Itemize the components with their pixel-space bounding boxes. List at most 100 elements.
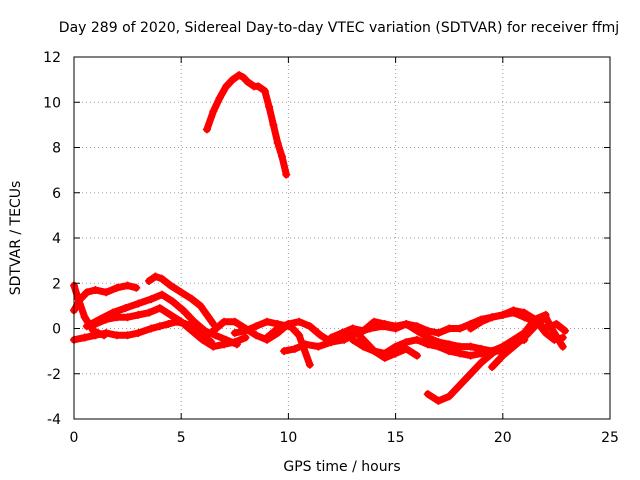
data-point-marker: [200, 326, 209, 335]
data-point-marker: [541, 329, 550, 338]
data-point-marker: [145, 308, 154, 317]
data-point-marker: [509, 342, 518, 351]
data-point-marker: [413, 322, 422, 331]
data-point-marker: [277, 152, 286, 161]
data-point-marker: [423, 390, 432, 399]
data-point-marker: [121, 304, 130, 313]
x-tick-label: 25: [601, 430, 619, 446]
data-point-marker: [187, 295, 196, 304]
data-point-marker: [509, 306, 518, 315]
data-point-marker: [391, 342, 400, 351]
data-point-marker: [498, 310, 507, 319]
x-tick-label: 10: [279, 430, 297, 446]
data-point-marker: [520, 308, 529, 317]
data-point-marker: [155, 322, 164, 331]
data-point-marker: [550, 335, 559, 344]
data-point-marker: [134, 310, 143, 319]
series-layer: [70, 71, 569, 405]
data-point-marker: [498, 351, 507, 360]
data-point-marker: [423, 326, 432, 335]
data-point-marker: [434, 396, 443, 405]
data-point-marker: [252, 331, 261, 340]
data-point-marker: [269, 120, 278, 129]
tick-layer: [73, 56, 611, 420]
data-point-marker: [284, 319, 293, 328]
data-point-marker: [560, 326, 569, 335]
data-point-marker: [348, 324, 357, 333]
data-point-marker: [177, 317, 186, 326]
data-point-marker: [202, 310, 211, 319]
data-point-marker: [134, 329, 143, 338]
data-point-marker: [243, 77, 252, 86]
data-point-marker: [112, 331, 121, 340]
data-point-marker: [91, 286, 100, 295]
data-point-marker: [166, 281, 175, 290]
data-point-marker: [413, 335, 422, 344]
data-point-marker: [239, 73, 248, 82]
data-point-marker: [455, 342, 464, 351]
data-point-marker: [80, 333, 89, 342]
data-point-marker: [338, 329, 346, 338]
data-point-marker: [316, 331, 325, 340]
data-point-marker: [102, 288, 111, 297]
data-point-marker: [241, 333, 250, 342]
data-point-marker: [198, 335, 207, 344]
data-point-marker: [123, 281, 132, 290]
data-point-marker: [235, 71, 244, 80]
data-point-marker: [434, 329, 443, 338]
data-point-marker: [209, 342, 218, 351]
x-tick-label: 20: [494, 430, 512, 446]
data-point-marker: [477, 317, 486, 326]
y-tick-label: -2: [47, 367, 61, 383]
y-tick-label: 12: [43, 50, 61, 66]
data-point-marker: [164, 319, 173, 328]
data-point-marker: [262, 317, 271, 326]
data-point-marker: [230, 329, 239, 338]
x-tick-label: 15: [387, 430, 405, 446]
data-point-marker: [145, 276, 154, 285]
x-axis-label: GPS time / hours: [283, 459, 400, 475]
data-point-marker: [228, 75, 237, 84]
data-point-marker: [222, 82, 231, 91]
data-point-marker: [466, 324, 475, 333]
data-point-marker: [123, 313, 132, 322]
data-point-marker: [488, 313, 497, 322]
y-tick-label: 0: [52, 322, 61, 338]
y-tick-label: -4: [47, 412, 61, 428]
data-point-marker: [488, 362, 497, 371]
data-point-marker: [252, 322, 261, 331]
data-point-marker: [202, 125, 211, 134]
data-point-marker: [455, 349, 464, 358]
data-point-marker: [402, 319, 411, 328]
data-point-marker: [530, 315, 539, 324]
x-tick-label: 5: [177, 430, 186, 446]
data-point-marker: [445, 340, 454, 349]
x-tick-label: 0: [70, 430, 79, 446]
data-point-marker: [82, 322, 91, 331]
data-point-marker: [340, 335, 349, 344]
data-point-marker: [95, 315, 104, 324]
data-point-marker: [280, 347, 289, 356]
data-point-marker: [132, 283, 141, 292]
data-point-marker: [445, 392, 454, 401]
series-arc-high: [203, 71, 290, 179]
data-point-marker: [466, 342, 475, 351]
data-point-marker: [391, 349, 400, 358]
data-point-marker: [391, 322, 400, 331]
data-point-marker: [541, 313, 550, 322]
data-point-marker: [295, 317, 304, 326]
data-point-marker: [301, 340, 310, 349]
data-point-marker: [273, 138, 282, 147]
data-point-marker: [80, 313, 89, 322]
series-arc-o: [467, 306, 567, 344]
data-point-marker: [348, 335, 357, 344]
y-tick-label: 10: [43, 95, 61, 111]
data-point-marker: [290, 344, 299, 353]
data-point-marker: [445, 324, 454, 333]
data-point-marker: [262, 333, 271, 342]
data-point-marker: [220, 317, 229, 326]
data-point-marker: [370, 347, 379, 356]
data-point-marker: [147, 295, 156, 304]
